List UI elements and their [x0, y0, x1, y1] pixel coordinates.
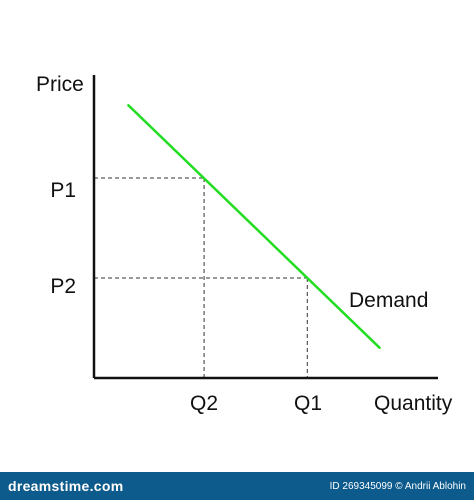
copyright-symbol: ©	[395, 481, 403, 492]
guide-lines	[94, 177, 308, 378]
watermark-footer: dreamstime.com ID 269345099 © Andrii Abl…	[0, 472, 474, 500]
demand-series-label: Demand	[349, 289, 428, 312]
axes	[92, 75, 438, 380]
x-tick-label-q2: Q2	[190, 392, 218, 415]
footer-brand: dreamstime.com	[8, 478, 124, 494]
image-id: ID 269345099	[329, 481, 393, 492]
series-layer	[127, 104, 381, 349]
footer-meta: ID 269345099 © Andrii Ablohin	[330, 481, 466, 492]
y-tick-label-p2: P2	[50, 275, 76, 298]
x-axis-label: Quantity	[374, 392, 453, 415]
labels-layer: Price Quantity Demand Q2 Q1 P1 P2	[36, 73, 453, 415]
demand-chart: Price Quantity Demand Q2 Q1 P1 P2	[36, 73, 453, 415]
x-tick-label-q1: Q1	[294, 392, 322, 415]
author-name: Andrii Ablohin	[404, 481, 466, 492]
y-axis-label: Price	[36, 73, 84, 96]
demand-curve-line	[127, 104, 381, 349]
y-tick-label-p1: P1	[50, 179, 76, 202]
